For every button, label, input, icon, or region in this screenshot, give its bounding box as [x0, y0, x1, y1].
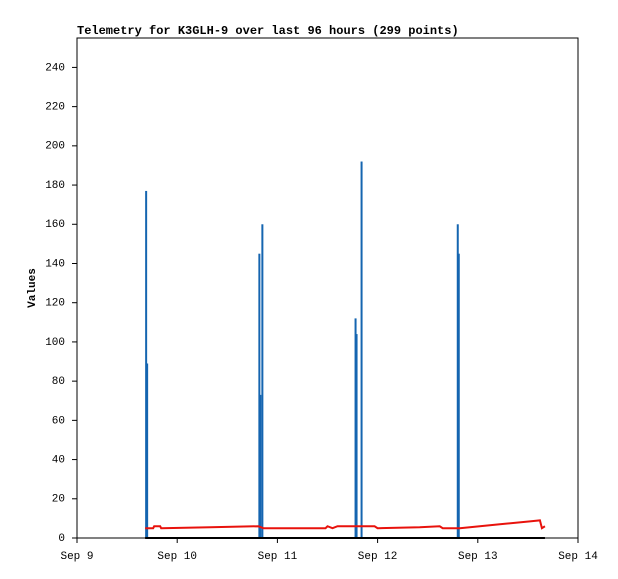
y-tick-label: 240: [45, 62, 65, 74]
spike: [456, 224, 459, 538]
y-tick-label: 140: [45, 258, 65, 270]
y-tick-label: 200: [45, 141, 65, 153]
spike: [354, 318, 357, 538]
line: [145, 519, 546, 530]
spike: [258, 253, 261, 538]
y-tick-label: 100: [45, 337, 65, 349]
y-tick-label: 160: [45, 219, 65, 231]
y-tick-label: 80: [52, 376, 65, 388]
y-tick-label: 20: [52, 494, 65, 506]
y-tick-label: 180: [45, 180, 65, 192]
spike: [146, 363, 149, 538]
spike: [261, 224, 264, 538]
y-tick-label: 220: [45, 102, 65, 114]
spike: [360, 161, 363, 538]
y-tick-label: 0: [58, 533, 65, 545]
y-tick-label: 60: [52, 415, 65, 427]
spike: [259, 394, 262, 538]
chart-title: Telemetry for K3GLH-9 over last 96 hours…: [77, 24, 459, 38]
y-axis-label: Values: [27, 268, 39, 308]
spike: [145, 190, 148, 539]
x-tick-label: Sep 9: [60, 551, 93, 563]
y-tick-label: 120: [45, 298, 65, 310]
x-tick-label: Sep 11: [258, 551, 298, 563]
plot-frame: [76, 37, 579, 539]
x-tick-label: Sep 10: [157, 551, 197, 563]
y-tick-label: 40: [52, 454, 65, 466]
spike: [457, 253, 460, 538]
x-tick-label: Sep 12: [358, 551, 398, 563]
x-tick-label: Sep 13: [458, 551, 498, 563]
x-tick-label: Sep 14: [558, 551, 598, 563]
spike: [355, 334, 358, 538]
